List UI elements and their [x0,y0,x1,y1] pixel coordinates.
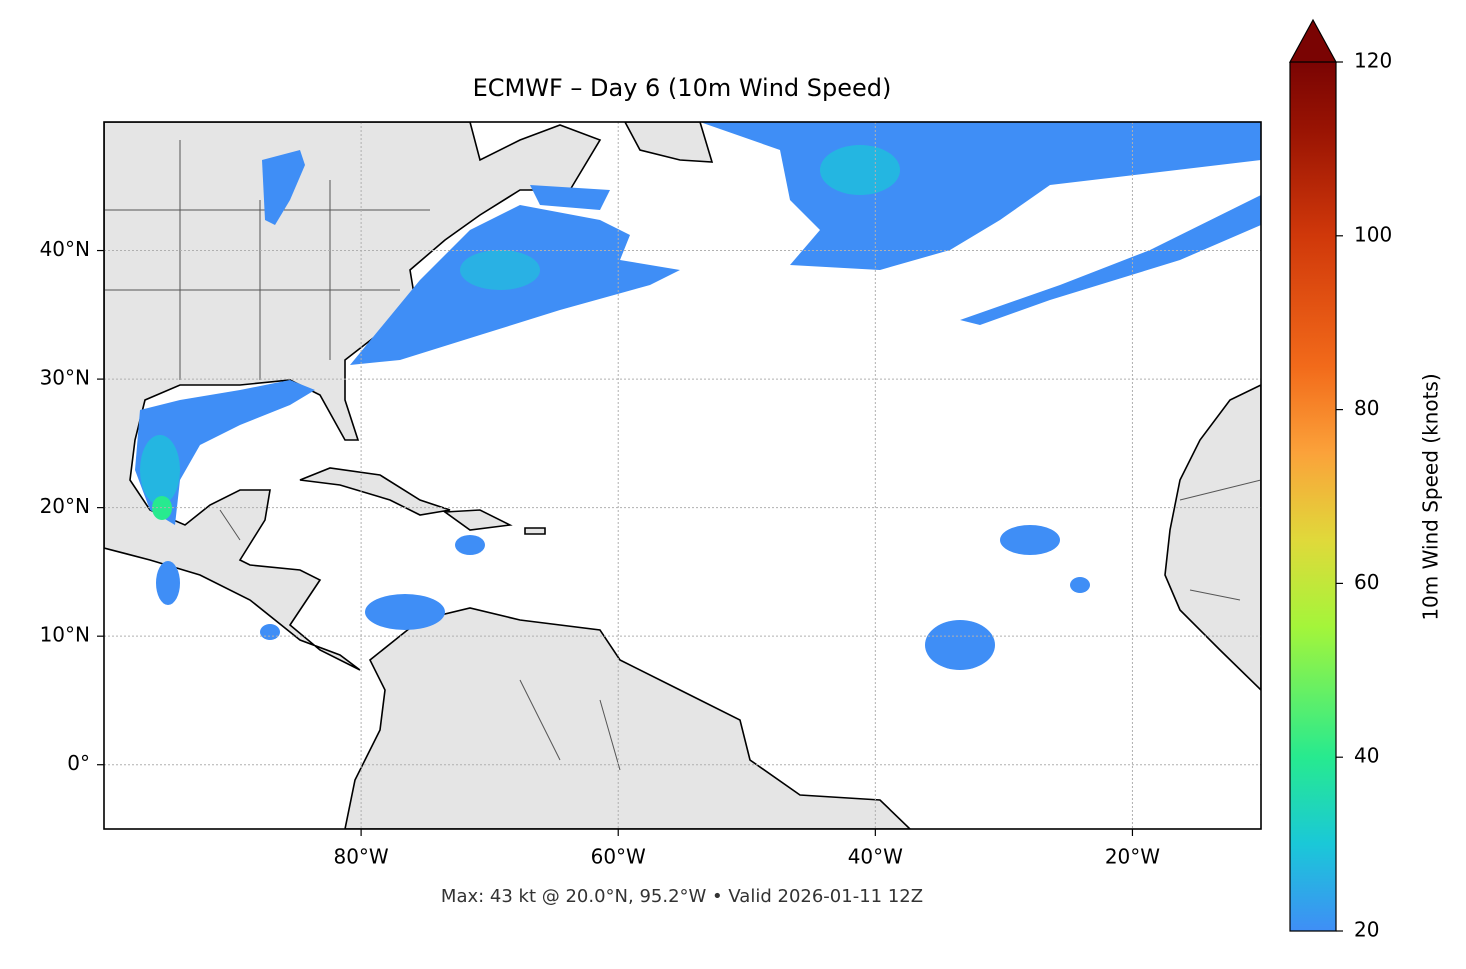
map-title: ECMWF – Day 6 (10m Wind Speed) [473,74,892,102]
wind-field [135,122,1261,670]
footer-note: Max: 43 kt @ 20.0°N, 95.2°W • Valid 2026… [441,886,923,907]
colorbar-label: 10m Wind Speed (knots) [1419,373,1443,620]
south-america [344,607,912,829]
colorbar-tick-label: 100 [1354,222,1392,246]
colorbar-extend [1288,18,1338,63]
colorbar [1290,62,1336,931]
x-tick-label: 60°W [591,845,646,869]
map-area [104,122,1261,829]
y-tick-label: 10°N [40,623,90,647]
colorbar-ticks: 20 40 60 80 100 120 [1336,49,1392,942]
cuba [299,467,451,516]
y-tick-label: 20°N [40,494,90,518]
axis-ticks: 80°W 60°W 40°W 20°W 0° 10°N 20°N 30°N 40°N [40,237,1161,868]
graticule [104,122,1261,829]
colorbar-tick-label: 120 [1354,49,1392,73]
newfoundland [624,122,714,163]
colorbar-frame [1289,62,1337,932]
puerto-rico [524,527,546,535]
x-tick-label: 80°W [333,845,388,869]
colorbar-tick-label: 80 [1354,396,1379,420]
colorbar-tick-label: 40 [1354,744,1379,768]
colorbar-tick-label: 20 [1354,918,1379,942]
north-america [104,122,602,671]
map-frame [103,121,1262,830]
y-tick-label: 0° [67,751,90,775]
colorbar-tick-label: 60 [1354,570,1379,594]
africa [1164,384,1261,692]
x-tick-label: 40°W [848,845,903,869]
x-tick-label: 20°W [1105,845,1160,869]
y-tick-label: 40°N [40,237,90,261]
hispaniola [442,509,513,531]
y-tick-label: 30°N [40,366,90,390]
